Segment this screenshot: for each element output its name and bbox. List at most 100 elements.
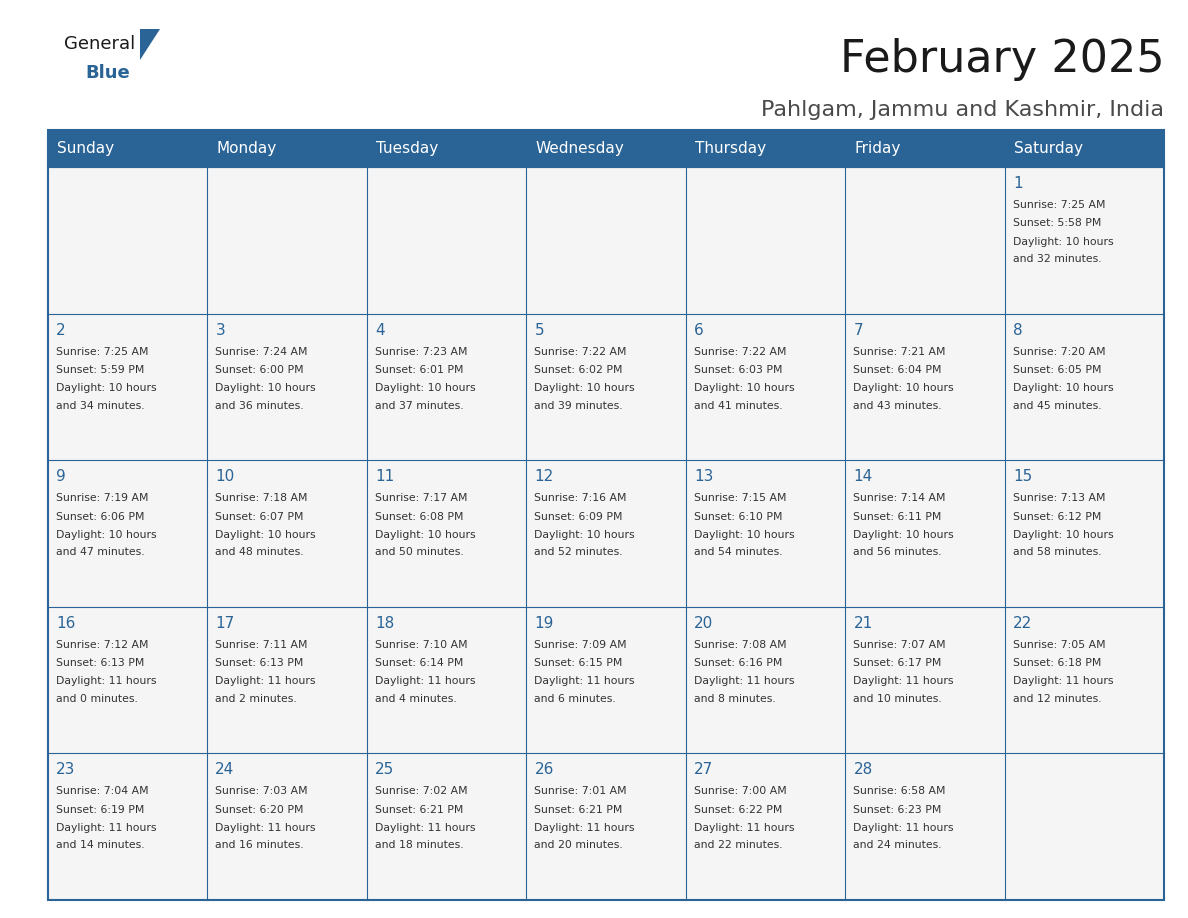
Text: Sunrise: 7:13 AM: Sunrise: 7:13 AM (1013, 493, 1106, 503)
Text: and 43 minutes.: and 43 minutes. (853, 401, 942, 410)
Bar (207, 460, 367, 607)
Text: Sunrise: 7:23 AM: Sunrise: 7:23 AM (375, 347, 467, 356)
Bar (526, 460, 685, 607)
Text: Sunrise: 7:02 AM: Sunrise: 7:02 AM (375, 786, 468, 796)
Bar (48, 460, 207, 607)
Text: Sunrise: 7:16 AM: Sunrise: 7:16 AM (535, 493, 627, 503)
Text: 3: 3 (215, 323, 225, 338)
Bar (207, 607, 367, 753)
Text: and 0 minutes.: and 0 minutes. (56, 694, 138, 704)
Text: Daylight: 11 hours: Daylight: 11 hours (56, 823, 157, 833)
Text: Sunset: 6:04 PM: Sunset: 6:04 PM (853, 365, 942, 375)
Text: Sunrise: 7:14 AM: Sunrise: 7:14 AM (853, 493, 946, 503)
Text: and 18 minutes.: and 18 minutes. (375, 840, 463, 850)
Text: Sunset: 6:05 PM: Sunset: 6:05 PM (1013, 365, 1101, 375)
Text: Saturday: Saturday (1015, 141, 1083, 156)
Text: Sunrise: 7:20 AM: Sunrise: 7:20 AM (1013, 347, 1106, 356)
Bar (845, 460, 1005, 607)
Bar (1005, 460, 1164, 607)
Bar (685, 314, 845, 460)
Text: Sunset: 6:03 PM: Sunset: 6:03 PM (694, 365, 783, 375)
Text: and 54 minutes.: and 54 minutes. (694, 547, 783, 557)
Text: Sunset: 6:08 PM: Sunset: 6:08 PM (375, 511, 463, 521)
Text: Sunset: 6:10 PM: Sunset: 6:10 PM (694, 511, 783, 521)
Text: Pahlgam, Jammu and Kashmir, India: Pahlgam, Jammu and Kashmir, India (762, 100, 1164, 120)
Polygon shape (140, 29, 160, 60)
Text: Daylight: 10 hours: Daylight: 10 hours (215, 530, 316, 540)
Bar (367, 314, 526, 460)
Text: 12: 12 (535, 469, 554, 485)
Text: Sunrise: 7:17 AM: Sunrise: 7:17 AM (375, 493, 467, 503)
Text: Sunrise: 7:18 AM: Sunrise: 7:18 AM (215, 493, 308, 503)
Text: and 2 minutes.: and 2 minutes. (215, 694, 297, 704)
Text: Wednesday: Wednesday (536, 141, 625, 156)
Text: and 22 minutes.: and 22 minutes. (694, 840, 783, 850)
Text: February 2025: February 2025 (840, 39, 1164, 81)
Text: Sunrise: 7:05 AM: Sunrise: 7:05 AM (1013, 640, 1106, 650)
Text: and 24 minutes.: and 24 minutes. (853, 840, 942, 850)
Text: Daylight: 10 hours: Daylight: 10 hours (56, 384, 157, 393)
Text: 18: 18 (375, 616, 394, 631)
Text: Daylight: 10 hours: Daylight: 10 hours (1013, 384, 1113, 393)
Text: Daylight: 11 hours: Daylight: 11 hours (694, 677, 795, 687)
Text: Sunset: 6:16 PM: Sunset: 6:16 PM (694, 658, 783, 668)
Text: Daylight: 11 hours: Daylight: 11 hours (535, 823, 634, 833)
Text: Daylight: 10 hours: Daylight: 10 hours (853, 530, 954, 540)
Text: and 12 minutes.: and 12 minutes. (1013, 694, 1101, 704)
Bar (48, 753, 207, 900)
Text: and 48 minutes.: and 48 minutes. (215, 547, 304, 557)
Text: Sunset: 6:13 PM: Sunset: 6:13 PM (215, 658, 304, 668)
Text: Sunrise: 7:10 AM: Sunrise: 7:10 AM (375, 640, 468, 650)
Text: Friday: Friday (854, 141, 901, 156)
Text: and 16 minutes.: and 16 minutes. (215, 840, 304, 850)
Text: Sunrise: 7:09 AM: Sunrise: 7:09 AM (535, 640, 627, 650)
Text: Sunrise: 7:01 AM: Sunrise: 7:01 AM (535, 786, 627, 796)
Text: Sunset: 6:21 PM: Sunset: 6:21 PM (535, 804, 623, 814)
Text: 22: 22 (1013, 616, 1032, 631)
Text: Sunset: 6:18 PM: Sunset: 6:18 PM (1013, 658, 1101, 668)
Text: Sunrise: 7:15 AM: Sunrise: 7:15 AM (694, 493, 786, 503)
Text: 28: 28 (853, 762, 873, 778)
Text: 1: 1 (1013, 176, 1023, 191)
Text: Sunset: 6:07 PM: Sunset: 6:07 PM (215, 511, 304, 521)
Text: Daylight: 11 hours: Daylight: 11 hours (853, 823, 954, 833)
Text: and 32 minutes.: and 32 minutes. (1013, 254, 1101, 264)
Text: 9: 9 (56, 469, 65, 485)
Text: and 34 minutes.: and 34 minutes. (56, 401, 145, 410)
Text: Sunrise: 7:07 AM: Sunrise: 7:07 AM (853, 640, 946, 650)
Bar (685, 607, 845, 753)
Bar (685, 460, 845, 607)
Bar (207, 753, 367, 900)
Bar (1005, 167, 1164, 314)
Text: Sunset: 6:20 PM: Sunset: 6:20 PM (215, 804, 304, 814)
Text: 4: 4 (375, 323, 385, 338)
Text: Daylight: 10 hours: Daylight: 10 hours (375, 384, 475, 393)
Text: Sunset: 5:58 PM: Sunset: 5:58 PM (1013, 218, 1101, 229)
Text: 17: 17 (215, 616, 234, 631)
Text: 23: 23 (56, 762, 75, 778)
Text: Sunset: 6:02 PM: Sunset: 6:02 PM (535, 365, 623, 375)
Text: 15: 15 (1013, 469, 1032, 485)
Text: Daylight: 10 hours: Daylight: 10 hours (375, 530, 475, 540)
Text: and 10 minutes.: and 10 minutes. (853, 694, 942, 704)
Text: Sunset: 6:22 PM: Sunset: 6:22 PM (694, 804, 783, 814)
Bar (367, 167, 526, 314)
Text: and 4 minutes.: and 4 minutes. (375, 694, 456, 704)
Text: Tuesday: Tuesday (377, 141, 438, 156)
Bar (207, 167, 367, 314)
Text: Daylight: 11 hours: Daylight: 11 hours (215, 823, 316, 833)
Text: Sunrise: 7:00 AM: Sunrise: 7:00 AM (694, 786, 786, 796)
Bar (367, 460, 526, 607)
Text: and 45 minutes.: and 45 minutes. (1013, 401, 1101, 410)
Text: Sunrise: 7:21 AM: Sunrise: 7:21 AM (853, 347, 946, 356)
Text: 26: 26 (535, 762, 554, 778)
Text: and 52 minutes.: and 52 minutes. (535, 547, 623, 557)
Text: 14: 14 (853, 469, 873, 485)
Text: 2: 2 (56, 323, 65, 338)
Text: Daylight: 10 hours: Daylight: 10 hours (1013, 530, 1113, 540)
Bar (845, 607, 1005, 753)
Bar (1005, 753, 1164, 900)
Text: Sunset: 6:06 PM: Sunset: 6:06 PM (56, 511, 144, 521)
Text: Sunset: 6:19 PM: Sunset: 6:19 PM (56, 804, 144, 814)
Text: Sunset: 6:21 PM: Sunset: 6:21 PM (375, 804, 463, 814)
